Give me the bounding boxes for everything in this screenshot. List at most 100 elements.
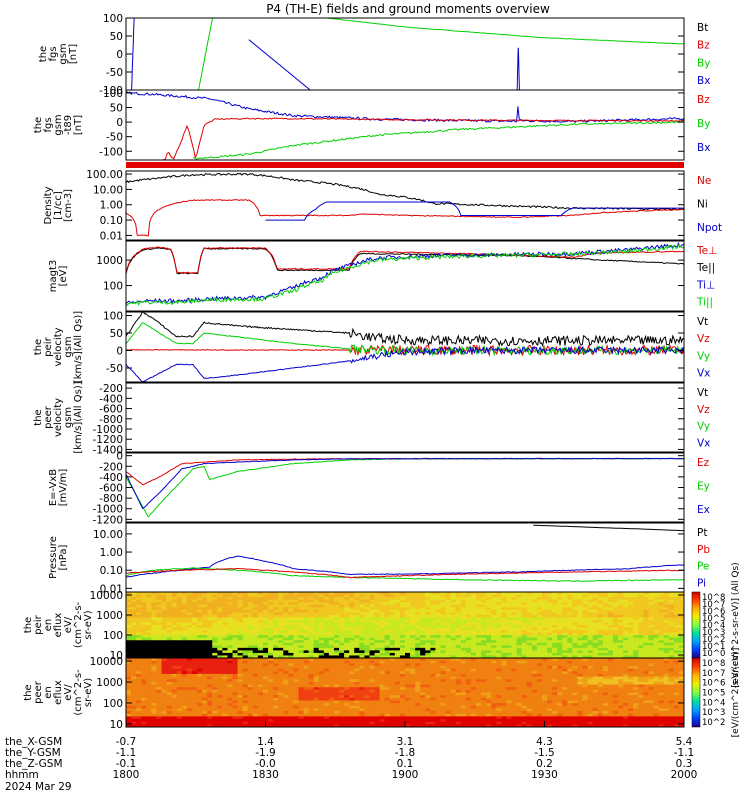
spectrogram-cell	[399, 645, 406, 649]
spectrogram-cell	[293, 719, 300, 723]
spectrogram-cell	[308, 594, 315, 598]
spectrogram-cell	[151, 716, 158, 720]
spectrogram-cell	[298, 655, 305, 658]
spectrogram-cell	[481, 650, 487, 654]
spectrogram-cell	[339, 627, 345, 631]
spectrogram-cell	[658, 609, 665, 613]
spectrogram-cell	[257, 673, 264, 678]
spectrogram-cell	[222, 619, 229, 624]
spectrogram-cell	[126, 703, 132, 707]
spectrogram-cell	[222, 627, 229, 631]
spectrogram-cell	[191, 632, 198, 636]
spectrogram-cell	[455, 697, 462, 702]
y-tick-label: -1200	[92, 514, 123, 526]
spectrogram-cell	[146, 711, 152, 715]
spectrogram-cell	[435, 637, 442, 641]
spectrogram-cell	[384, 721, 391, 725]
spectrogram-cell	[460, 632, 467, 636]
spectrogram-cell	[592, 607, 599, 611]
spectrogram-cell	[430, 658, 437, 662]
spectrogram-cell	[268, 609, 274, 613]
spectrogram-cell	[323, 692, 330, 696]
spectrogram-cell	[465, 676, 472, 680]
legend-entry: Ni	[697, 199, 708, 211]
spectrogram-cell	[562, 655, 568, 658]
spectrogram-cell	[141, 619, 147, 624]
spectrogram-cell	[389, 632, 396, 636]
spectrogram-cell	[501, 640, 508, 644]
spectrogram-cell	[181, 630, 188, 634]
spectrogram-cell	[673, 607, 680, 611]
spectrogram-cell	[673, 602, 680, 606]
spectrogram-cell	[450, 617, 457, 621]
spectrogram-cell	[207, 614, 213, 618]
spectrogram-cell	[552, 604, 558, 608]
spectrogram-cell	[288, 711, 294, 715]
spectrogram-cell	[379, 625, 386, 629]
spectrogram-cell	[369, 609, 376, 613]
spectrogram-cell	[460, 607, 467, 611]
spectrogram-cell	[470, 614, 477, 618]
spectrogram-cell	[648, 650, 655, 654]
spectrogram-cell	[186, 637, 193, 641]
spectrogram-cell	[587, 619, 594, 624]
spectrogram-cell	[399, 592, 406, 596]
spectrogram-cell	[136, 625, 142, 629]
spectrogram-cell	[227, 607, 234, 611]
spectrogram-cell	[186, 687, 193, 691]
spectrogram-cell	[298, 614, 305, 618]
spectrogram-cell	[171, 607, 178, 611]
spectrogram-cell	[222, 684, 229, 688]
spectrogram-cell	[420, 708, 426, 712]
spectrogram-cell	[161, 592, 168, 596]
spectrogram-cell	[415, 684, 421, 688]
spectrogram-cell	[247, 679, 254, 683]
spectrogram-cell	[293, 684, 300, 688]
spectrogram-cell	[232, 663, 239, 667]
spectrogram-cell	[161, 650, 168, 654]
spectrogram-cell	[328, 655, 335, 658]
spectrogram-cell	[217, 612, 223, 616]
spectrogram-cell	[328, 607, 335, 611]
spectrogram-cell	[470, 632, 477, 636]
spectrogram-cell	[237, 617, 244, 621]
spectrogram-cell	[257, 724, 264, 727]
spectrogram-cell	[197, 716, 203, 720]
spectrogram-cell	[217, 689, 223, 694]
spectrogram-cell	[394, 689, 401, 694]
spectrogram-cell	[257, 647, 264, 651]
spectrogram-cell	[511, 602, 518, 606]
spectrogram-cell	[293, 660, 300, 664]
spectrogram-cell	[536, 630, 543, 634]
spectrogram-cell	[141, 632, 147, 636]
spectrogram-cell	[623, 652, 629, 657]
spectrogram-cell	[257, 640, 264, 644]
spectrogram-cell	[328, 705, 335, 710]
spectrogram-cell	[308, 592, 315, 596]
spectrogram-cell	[455, 622, 462, 626]
spectrogram-cell	[405, 619, 411, 624]
spectrogram-cell	[333, 604, 340, 608]
spectrogram-cell	[592, 650, 599, 654]
spectrogram-cell	[207, 592, 213, 596]
spectrogram-cell	[587, 597, 594, 601]
spectrogram-cell	[176, 630, 183, 634]
spectrogram-cell	[369, 619, 376, 624]
spectrogram-cell	[288, 708, 294, 712]
spectrogram-cell	[668, 627, 675, 631]
spectrogram-cell	[399, 594, 406, 598]
spectrogram-cell	[313, 637, 320, 641]
spectrogram-cell	[526, 645, 533, 649]
spectrogram-cell	[516, 627, 523, 631]
spectrogram-cell	[501, 642, 508, 646]
spectrogram-cell	[344, 647, 350, 651]
spectrogram-cell	[273, 721, 279, 725]
spectrogram-cell	[587, 642, 594, 646]
spectrogram-cell	[222, 640, 229, 644]
spectrogram-cell	[268, 695, 274, 699]
spectrogram-cell	[552, 642, 558, 646]
spectrogram-cell	[602, 642, 609, 646]
spectrogram-cell	[364, 681, 371, 686]
spectrogram-cell	[161, 671, 168, 675]
spectrogram-cell	[465, 640, 472, 644]
